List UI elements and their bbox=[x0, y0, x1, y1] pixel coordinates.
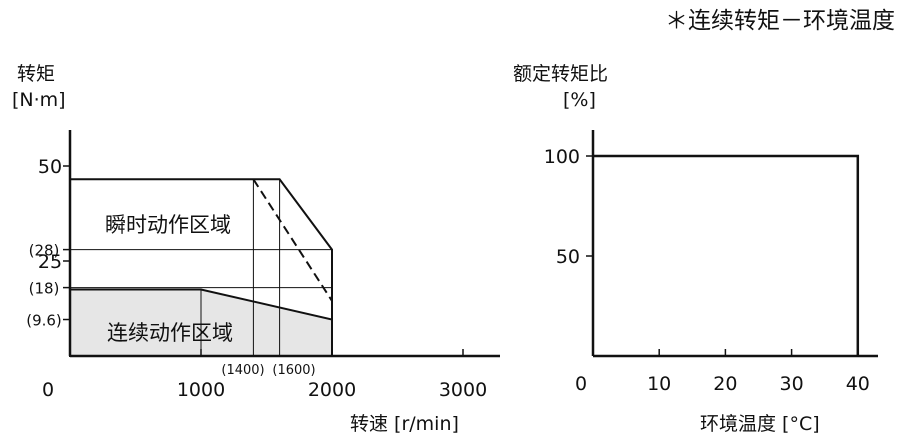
region-label-continuous: 连续动作区域 bbox=[107, 321, 233, 345]
left-ylabel-line1: 转矩 bbox=[17, 63, 55, 85]
torque-ratio-temperature-chart: 额定转矩比 [%] 环境温度 [°C] 0 10 20 30 40 100 50 bbox=[513, 63, 878, 435]
left-y-paren-label-9.6: (9.6) bbox=[26, 312, 62, 330]
rated-torque-ratio-line-0 bbox=[593, 154, 860, 356]
left-x-tick-label-2000: 2000 bbox=[308, 379, 356, 401]
right-y-tick-label-100: 100 bbox=[544, 146, 580, 168]
right-ylabel-line2: [%] bbox=[563, 89, 596, 111]
left-xlabel: 转速 [r/min] bbox=[350, 413, 459, 435]
chart-note: ＊连续转矩－环境温度 bbox=[665, 8, 895, 34]
right-x-tick-label-40: 40 bbox=[846, 373, 870, 395]
region-label-instant: 瞬时动作区域 bbox=[105, 213, 231, 237]
right-xlabel: 环境温度 [°C] bbox=[700, 413, 820, 435]
left-x-tick-label-0: 0 bbox=[42, 379, 54, 401]
right-x-tick-label-0: 0 bbox=[575, 373, 587, 395]
left-y-paren-label-28: (28) bbox=[29, 242, 60, 260]
left-x-paren-label-1400: (1400) bbox=[221, 363, 264, 378]
left-x-tick-label-3000: 3000 bbox=[439, 379, 487, 401]
instant-limit-dashed-line bbox=[252, 178, 333, 302]
left-y-tick-label-25: 25 bbox=[38, 251, 62, 273]
left-x-tick-label-1000: 1000 bbox=[177, 379, 225, 401]
right-ylabel-line1: 额定转矩比 bbox=[513, 63, 608, 85]
torque-speed-chart: 转矩 [N·m] 转速 [r/min] 0 1000 2000 3000 (1400) (… bbox=[12, 63, 500, 435]
right-x-tick-label-30: 30 bbox=[780, 373, 804, 395]
left-ylabel-line2: [N·m] bbox=[12, 89, 66, 111]
left-y-paren-label-18: (18) bbox=[29, 280, 60, 298]
left-y-tick-label-50: 50 bbox=[38, 156, 62, 178]
right-x-tick-label-20: 20 bbox=[713, 373, 737, 395]
left-x-paren-label-1600: (1600) bbox=[272, 363, 315, 378]
right-x-tick-label-10: 10 bbox=[647, 373, 671, 395]
right-y-tick-label-50: 50 bbox=[556, 246, 580, 268]
